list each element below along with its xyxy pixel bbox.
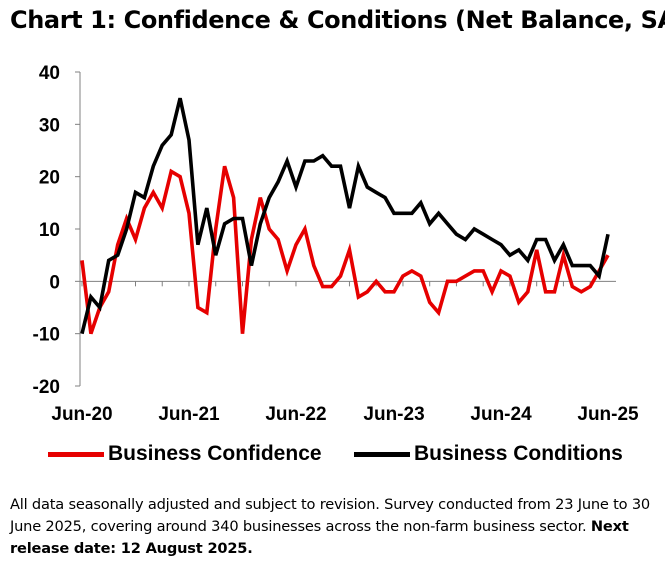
chart-axes [79, 72, 616, 386]
footnote: All data seasonally adjusted and subject… [10, 494, 655, 560]
legend-swatch-confidence [48, 451, 104, 457]
legend-label-conditions: Business Conditions [414, 442, 623, 465]
chart-svg: 40 30 20 10 0 -10 -20 Jun-20 Jun-21 Jun-22 Jun-23… [33, 63, 640, 425]
y-tick-label: -20 [33, 377, 60, 398]
x-tick-label: Jun-25 [577, 404, 639, 425]
chart-title: Chart 1: Confidence & Conditions (Net Ba… [10, 6, 665, 34]
y-tick-label: -10 [33, 325, 60, 346]
x-tick-label: Jun-24 [470, 404, 532, 425]
chart-lines [80, 97, 610, 335]
y-tick-label: 10 [39, 220, 60, 241]
y-axis-ticks: 40 30 20 10 0 -10 -20 [33, 63, 80, 398]
y-tick-label: 40 [39, 63, 60, 84]
series-line-business-conditions [80, 97, 610, 335]
legend-item-conditions: Business Conditions [354, 442, 623, 466]
legend-swatch-conditions [354, 451, 410, 457]
x-tick-label: Jun-22 [265, 404, 326, 425]
x-tick-label: Jun-21 [158, 404, 220, 425]
legend: Business Confidence Business Conditions [0, 442, 665, 472]
y-tick-label: 20 [39, 168, 60, 189]
footnote-text: All data seasonally adjusted and subject… [10, 496, 651, 535]
y-tick-label: 30 [39, 115, 60, 136]
legend-label-confidence: Business Confidence [108, 442, 322, 465]
x-tick-label: Jun-20 [51, 404, 112, 425]
x-axis-ticks: Jun-20 Jun-21 Jun-22 Jun-23 Jun-24 Jun-25 [51, 281, 639, 425]
legend-item-confidence: Business Confidence [48, 442, 322, 466]
footnote-release-date: Next release date: 12 August 2025. [10, 518, 629, 557]
x-tick-label: Jun-23 [363, 404, 424, 425]
series-line-business-confidence [80, 165, 610, 335]
y-tick-label: 0 [49, 272, 60, 293]
